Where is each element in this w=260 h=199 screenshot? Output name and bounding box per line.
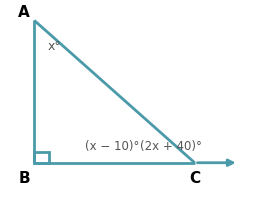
Text: A: A [18,5,30,20]
Bar [34,152,49,163]
Text: x°: x° [48,40,62,53]
Text: (x − 10)°: (x − 10)° [85,140,139,153]
Text: C: C [189,171,200,186]
Text: (2x + 40)°: (2x + 40)° [140,140,202,153]
Text: B: B [18,171,30,186]
